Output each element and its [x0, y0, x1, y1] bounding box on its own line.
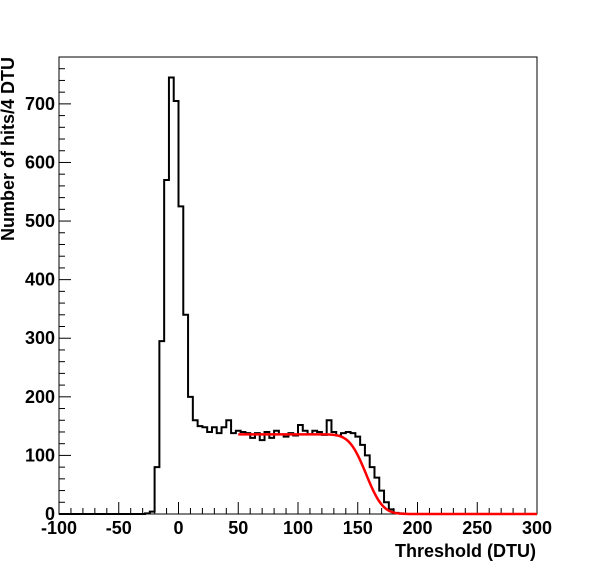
axis-ticks [58, 56, 538, 515]
x-tick-label: -50 [106, 518, 132, 538]
histogram-outline [59, 76, 537, 515]
x-tick-label: 0 [173, 518, 183, 538]
fit-curve [238, 433, 537, 516]
x-tick-label: 200 [402, 518, 432, 538]
y-tick-label: 300 [25, 328, 55, 348]
x-tick-label: 100 [283, 518, 313, 538]
x-tick-label: 150 [343, 518, 373, 538]
tick-labels: -100 -50 0 50 100 150 200 250 300 0 100 200 300 400 50… [25, 94, 552, 538]
y-tick-label: 500 [25, 211, 55, 231]
y-tick-label: 0 [45, 504, 55, 524]
histogram-series [59, 76, 537, 515]
fit-curve-series [238, 433, 537, 516]
y-axis-title: Number of hits/4 DTU [0, 57, 18, 241]
y-tick-label: 400 [25, 270, 55, 290]
y-tick-label: 600 [25, 152, 55, 172]
y-tick-label: 200 [25, 387, 55, 407]
x-axis-title: Threshold (DTU) [395, 541, 536, 561]
y-tick-label: 700 [25, 94, 55, 114]
x-tick-label: 50 [228, 518, 248, 538]
plot-frame [58, 56, 538, 515]
x-tick-label: -100 [41, 518, 77, 538]
x-tick-label: 300 [522, 518, 552, 538]
y-tick-label: 100 [25, 445, 55, 465]
x-tick-label: 250 [462, 518, 492, 538]
